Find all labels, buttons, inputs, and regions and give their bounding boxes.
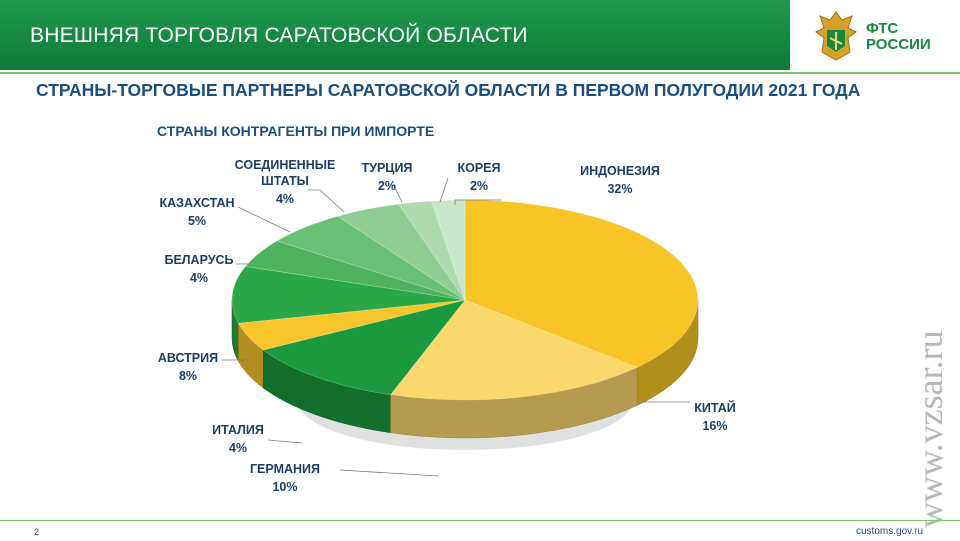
pie-slice-италия xyxy=(237,299,466,351)
leader-line-казахстан xyxy=(237,206,291,233)
leader-line-индонезия xyxy=(454,199,502,205)
leader-line-италия xyxy=(267,439,303,444)
pie-slice-турция xyxy=(398,200,466,301)
data-label-name-турция: ТУРЦИЯ xyxy=(362,161,413,175)
leader-line-соединенные-штаты xyxy=(308,189,345,213)
data-label-value-соединенные-штаты: 4% xyxy=(276,192,294,206)
footer-site: customs.gov.ru xyxy=(856,526,924,537)
data-label-value-германия: 10% xyxy=(272,480,297,494)
slide-subtitle: СТРАНЫ-ТОРГОВЫЕ ПАРТНЕРЫ САРАТОВСКОЙ ОБЛ… xyxy=(36,80,861,100)
leader-line-германия xyxy=(339,469,439,477)
data-label-value-беларусь: 4% xyxy=(190,271,208,285)
pie-slice-казахстан xyxy=(276,215,466,301)
data-label-name-беларусь: БЕЛАРУСЬ xyxy=(164,253,233,267)
data-label-value-китай: 16% xyxy=(702,419,727,433)
data-label-name-соединенные-штаты: ШТАТЫ xyxy=(261,174,309,188)
logo-text: ФТС РОССИИ xyxy=(866,21,931,53)
leader-line-турция xyxy=(393,185,403,203)
page-number: 2 xyxy=(34,527,40,537)
pie-slice-беларусь xyxy=(245,240,466,301)
data-label-value-корея: 2% xyxy=(470,179,488,193)
fts-logo: ФТС РОССИИ xyxy=(808,8,953,66)
eagle-emblem-icon xyxy=(815,11,857,61)
data-label-name-соединенные-штаты: СОЕДИНЕННЫЕ xyxy=(235,158,336,172)
data-label-name-казахстан: КАЗАХСТАН xyxy=(160,196,235,210)
pie-slice-соединенные-штаты xyxy=(337,203,466,301)
pie-slice-германия xyxy=(262,299,466,396)
data-label-name-италия: ИТАЛИЯ xyxy=(212,423,264,437)
data-label-name-индонезия: ИНДОНЕЗИЯ xyxy=(580,164,660,178)
header-divider xyxy=(0,72,960,74)
footer-divider xyxy=(0,520,960,521)
data-label-value-италия: 4% xyxy=(229,441,247,455)
pie-slice-китай xyxy=(390,299,638,401)
data-label-value-индонезия: 32% xyxy=(607,182,632,196)
data-label-name-австрия: АВСТРИЯ xyxy=(158,351,218,365)
site-watermark: www.vzsar.ru xyxy=(912,330,950,528)
data-label-name-германия: ГЕРМАНИЯ xyxy=(250,462,320,476)
data-label-name-китай: КИТАЙ xyxy=(694,400,735,415)
data-label-name-корея: КОРЕЯ xyxy=(457,161,500,175)
data-label-value-австрия: 8% xyxy=(179,369,197,383)
watermark-text: www.vzsar.ru xyxy=(912,330,950,528)
pie-slice-индонезия xyxy=(464,199,699,368)
chart-title: СТРАНЫ КОНТРАГЕНТЫ ПРИ ИМПОРТЕ xyxy=(157,123,435,139)
logo-line-2: РОССИИ xyxy=(866,36,931,53)
header-bar: ВНЕШНЯЯ ТОРГОВЛЯ САРАТОВСКОЙ ОБЛАСТИ xyxy=(0,0,790,70)
data-label-value-казахстан: 5% xyxy=(188,214,206,228)
logo-line-1: ФТС xyxy=(866,20,899,37)
leader-line-корея xyxy=(439,177,449,203)
data-label-value-турция: 2% xyxy=(378,179,396,193)
pie-slice-австрия xyxy=(231,266,466,324)
header-title: ВНЕШНЯЯ ТОРГОВЛЯ САРАТОВСКОЙ ОБЛАСТИ xyxy=(30,24,528,47)
